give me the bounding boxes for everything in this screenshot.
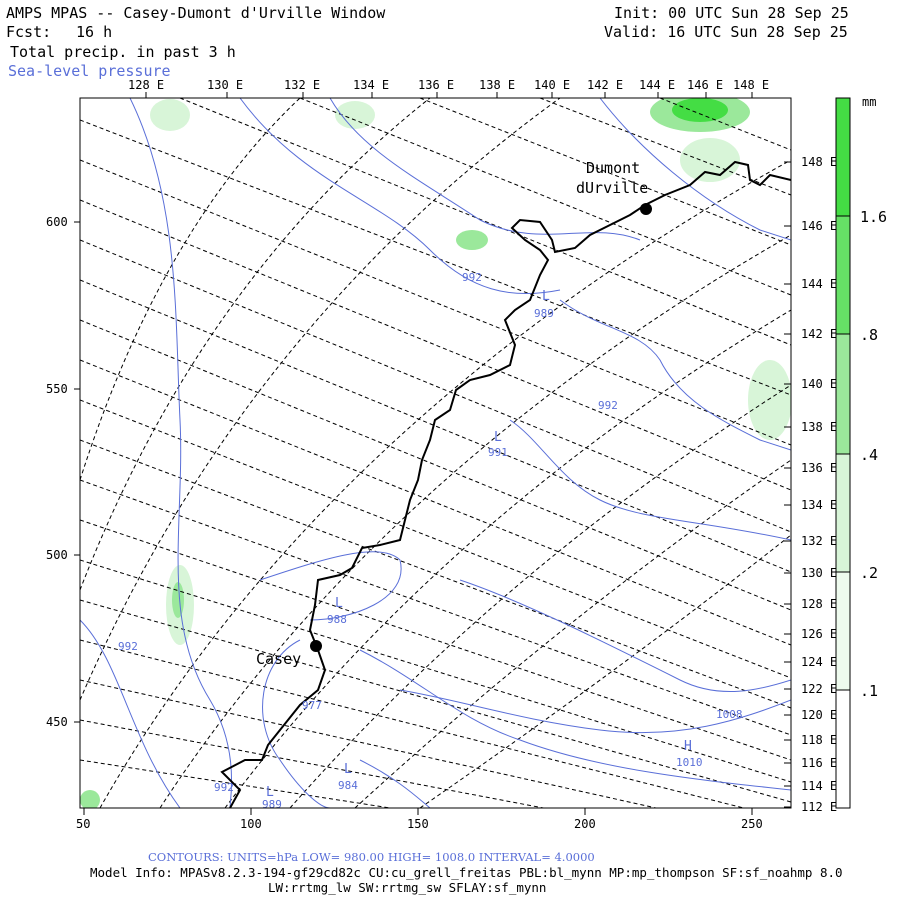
low-center-mark: L xyxy=(266,785,274,800)
left-tick-label: 450 xyxy=(46,715,68,729)
legend-swatch-0-4 xyxy=(836,454,850,572)
right-tick-label: 134 E xyxy=(801,498,837,512)
contour-info: CONTOURS: UNITS=hPa LOW= 980.00 HIGH= 10… xyxy=(148,850,595,864)
pressure-label: 1010 xyxy=(676,756,703,769)
pressure-contours xyxy=(80,98,791,808)
precip-patch xyxy=(748,360,792,440)
right-tick-label: 130 E xyxy=(801,566,837,580)
left-tick-label: 500 xyxy=(46,548,68,562)
pressure-label: 992 xyxy=(462,271,482,284)
pressure-label: 992 xyxy=(118,640,138,653)
lon-grid xyxy=(80,98,791,870)
bottom-tick-label: 200 xyxy=(574,817,596,831)
pressure-label: 991 xyxy=(488,446,508,459)
right-tick-label: 118 E xyxy=(801,733,837,747)
top-tick-label: 144 E xyxy=(639,78,675,92)
legend-swatch-1-6 xyxy=(836,216,850,334)
low-center-mark: L xyxy=(494,430,502,445)
low-center-mark: L xyxy=(542,289,550,304)
right-tick-label: 132 E xyxy=(801,534,837,548)
right-tick-label: 126 E xyxy=(801,627,837,641)
right-tick-label: 136 E xyxy=(801,461,837,475)
right-tick-label: 140 E xyxy=(801,377,837,391)
precip-patch xyxy=(172,582,184,618)
low-center-mark: L xyxy=(335,596,343,611)
right-axis-ticks xyxy=(784,162,791,807)
right-tick-label: 128 E xyxy=(801,597,837,611)
bottom-tick-label: 50 xyxy=(76,817,90,831)
right-tick-label: 116 E xyxy=(801,756,837,770)
pressure-label: 977 xyxy=(302,699,322,712)
legend-swatch-high xyxy=(836,98,850,216)
model-info: Model Info: MPASv8.2.3-194-gf29cd82c CU:… xyxy=(90,865,843,880)
map-canvas: Dumont dUrville Casey 992 989 992 991 98… xyxy=(0,0,900,900)
legend-level: 1.6 xyxy=(860,208,887,226)
station-name-dumont-1: Dumont xyxy=(586,159,640,177)
precip-legend: mm 1.6 .8 .4 .2 .1 xyxy=(836,95,887,808)
station-marker-dumont xyxy=(640,203,652,215)
legend-swatch-0-8 xyxy=(836,334,850,454)
top-tick-label: 134 E xyxy=(353,78,389,92)
precip-patch xyxy=(80,790,100,810)
pressure-label: 984 xyxy=(338,779,358,792)
precip-patch xyxy=(150,99,190,131)
legend-unit: mm xyxy=(862,95,876,109)
station-name-casey: Casey xyxy=(256,650,301,668)
legend-level: .2 xyxy=(860,564,878,582)
pressure-label: 989 xyxy=(534,307,554,320)
pressure-label: 1008 xyxy=(716,708,743,721)
high-center-mark: H xyxy=(684,739,692,754)
top-tick-label: 132 E xyxy=(284,78,320,92)
left-tick-label: 550 xyxy=(46,382,68,396)
station-name-dumont-2: dUrville xyxy=(576,179,648,197)
low-center-mark: L xyxy=(344,762,352,777)
right-tick-label: 112 E xyxy=(801,800,837,814)
pressure-label: 992 xyxy=(598,399,618,412)
legend-swatch-0-2 xyxy=(836,572,850,690)
legend-swatch-0-1 xyxy=(836,690,850,808)
top-tick-label: 142 E xyxy=(587,78,623,92)
right-tick-label: 124 E xyxy=(801,655,837,669)
top-tick-label: 136 E xyxy=(418,78,454,92)
precip-field xyxy=(80,92,792,810)
plot-frame xyxy=(80,98,791,808)
legend-level: .8 xyxy=(860,326,878,344)
station-marker-casey xyxy=(310,640,322,652)
right-tick-label: 144 E xyxy=(801,277,837,291)
right-tick-label: 148 E xyxy=(801,155,837,169)
left-tick-label: 600 xyxy=(46,215,68,229)
right-tick-label: 122 E xyxy=(801,682,837,696)
right-tick-label: 142 E xyxy=(801,327,837,341)
legend-level: .4 xyxy=(860,446,878,464)
bottom-tick-label: 250 xyxy=(741,817,763,831)
left-axis-ticks xyxy=(74,222,80,722)
top-axis xyxy=(146,92,752,98)
top-tick-label: 148 E xyxy=(733,78,769,92)
bottom-tick-label: 150 xyxy=(407,817,429,831)
top-tick-label: 128 E xyxy=(128,78,164,92)
bottom-axis-ticks xyxy=(84,808,752,815)
model-info-2: LW:rrtmg_lw SW:rrtmg_sw SFLAY:sf_mynn xyxy=(268,880,546,895)
pressure-label: 988 xyxy=(327,613,347,626)
right-tick-label: 120 E xyxy=(801,708,837,722)
bottom-tick-label: 100 xyxy=(240,817,262,831)
right-tick-label: 146 E xyxy=(801,219,837,233)
precip-patch xyxy=(680,138,740,182)
top-tick-label: 130 E xyxy=(207,78,243,92)
top-tick-label: 138 E xyxy=(479,78,515,92)
pressure-label: 992 xyxy=(214,781,234,794)
precip-patch xyxy=(672,98,728,122)
top-tick-label: 146 E xyxy=(687,78,723,92)
right-tick-label: 114 E xyxy=(801,779,837,793)
precip-patch xyxy=(456,230,488,250)
legend-level: .1 xyxy=(860,682,878,700)
top-tick-label: 140 E xyxy=(534,78,570,92)
right-tick-label: 138 E xyxy=(801,420,837,434)
